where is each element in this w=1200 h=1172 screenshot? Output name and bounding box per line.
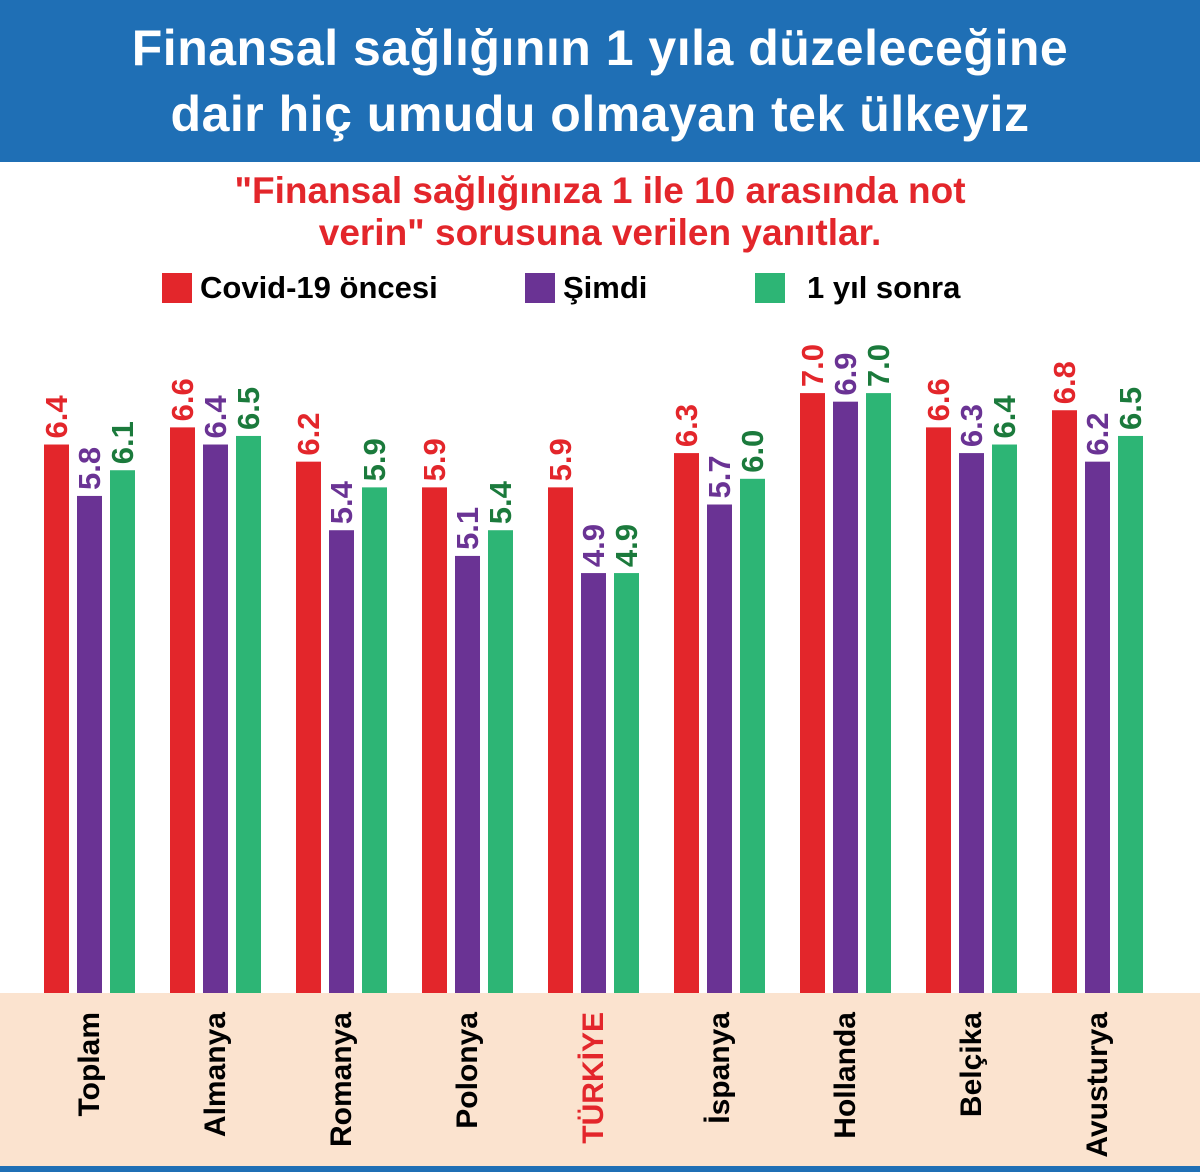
category-label: Avusturya bbox=[1081, 1012, 1114, 1158]
data-label: 6.9 bbox=[828, 353, 863, 396]
data-label: 5.4 bbox=[483, 480, 518, 524]
bar bbox=[455, 555, 480, 993]
data-label: 6.6 bbox=[921, 378, 956, 421]
data-label: 5.9 bbox=[357, 438, 392, 481]
bar bbox=[866, 393, 891, 994]
bar bbox=[329, 530, 354, 993]
title-line-1: Finansal sağlığının 1 yıla düzeleceğine bbox=[131, 20, 1069, 76]
bar bbox=[740, 478, 765, 993]
bar bbox=[44, 444, 69, 993]
bar bbox=[1118, 435, 1143, 993]
bar bbox=[296, 461, 321, 993]
category-label: TÜRKİYE bbox=[577, 1012, 610, 1144]
category-label: Almanya bbox=[199, 1012, 232, 1137]
bar bbox=[674, 453, 699, 994]
bar bbox=[707, 504, 732, 993]
legend-item-simdi: Şimdi bbox=[525, 270, 647, 306]
bar bbox=[992, 444, 1017, 993]
bar bbox=[926, 427, 951, 993]
subtitle-line-2: verin" sorusuna verilen yanıtlar. bbox=[318, 212, 882, 253]
legend-label: Covid-19 öncesi bbox=[200, 270, 438, 305]
header-banner: Finansal sağlığının 1 yıla düzeleceğine … bbox=[0, 0, 1200, 162]
legend-swatch-red bbox=[162, 273, 192, 303]
legend-swatch-purple bbox=[525, 273, 555, 303]
data-label: 6.4 bbox=[39, 395, 74, 439]
bar bbox=[581, 573, 606, 993]
bar bbox=[110, 470, 135, 994]
chart-subtitle: "Finansal sağlığınıza 1 ile 10 arasında … bbox=[0, 170, 1200, 254]
data-label: 4.9 bbox=[609, 524, 644, 567]
legend-label: 1 yıl sonra bbox=[807, 270, 961, 305]
title-line-2: dair hiç umudu olmayan tek ülkeyiz bbox=[170, 86, 1030, 142]
category-label: İspanya bbox=[703, 1012, 736, 1124]
data-label: 6.3 bbox=[669, 404, 704, 447]
data-label: 5.8 bbox=[72, 447, 107, 490]
data-label: 6.4 bbox=[987, 395, 1022, 439]
data-label: 5.9 bbox=[543, 438, 578, 481]
bar bbox=[1052, 410, 1077, 993]
data-label: 5.9 bbox=[417, 438, 452, 481]
data-label: 6.6 bbox=[165, 378, 200, 421]
category-label: Polonya bbox=[451, 1012, 484, 1129]
data-label: 5.7 bbox=[702, 455, 737, 498]
bar bbox=[614, 573, 639, 993]
data-label: 7.0 bbox=[795, 344, 830, 387]
subtitle-line-1: "Finansal sağlığınıza 1 ile 10 arasında … bbox=[234, 170, 966, 211]
bar bbox=[488, 530, 513, 993]
legend-label: Şimdi bbox=[563, 270, 648, 305]
chart-legend: Covid-19 öncesi Şimdi 1 yıl sonra bbox=[0, 270, 1200, 306]
data-label: 6.5 bbox=[231, 387, 266, 430]
category-label: Romanya bbox=[325, 1012, 358, 1147]
bar bbox=[422, 487, 447, 993]
category-label: Belçika bbox=[955, 1012, 988, 1117]
data-label: 4.9 bbox=[576, 524, 611, 567]
category-band bbox=[0, 993, 1200, 1166]
category-label: Toplam bbox=[73, 1012, 106, 1116]
bar bbox=[959, 453, 984, 994]
bar bbox=[1085, 461, 1110, 993]
data-label: 5.4 bbox=[324, 480, 359, 524]
data-label: 6.1 bbox=[105, 421, 140, 464]
data-label: 6.5 bbox=[1113, 387, 1148, 430]
legend-item-covid-oncesi: Covid-19 öncesi bbox=[162, 270, 438, 306]
category-label: Hollanda bbox=[829, 1012, 862, 1139]
data-label: 6.4 bbox=[198, 395, 233, 439]
data-label: 6.0 bbox=[735, 430, 770, 473]
bar bbox=[236, 435, 261, 993]
bar bbox=[800, 393, 825, 994]
legend-swatch-green bbox=[755, 273, 785, 303]
bar bbox=[362, 487, 387, 993]
bottom-border bbox=[0, 1166, 1200, 1172]
data-label: 6.3 bbox=[954, 404, 989, 447]
bar bbox=[833, 401, 858, 993]
data-label: 5.1 bbox=[450, 507, 485, 550]
data-label: 7.0 bbox=[861, 344, 896, 387]
data-label: 6.8 bbox=[1047, 361, 1082, 404]
bar bbox=[77, 495, 102, 993]
bar bbox=[203, 444, 228, 993]
data-label: 6.2 bbox=[291, 413, 326, 456]
data-label: 6.2 bbox=[1080, 413, 1115, 456]
legend-item-1-yil-sonra: 1 yıl sonra bbox=[755, 270, 960, 306]
bar bbox=[170, 427, 195, 993]
bar bbox=[548, 487, 573, 993]
